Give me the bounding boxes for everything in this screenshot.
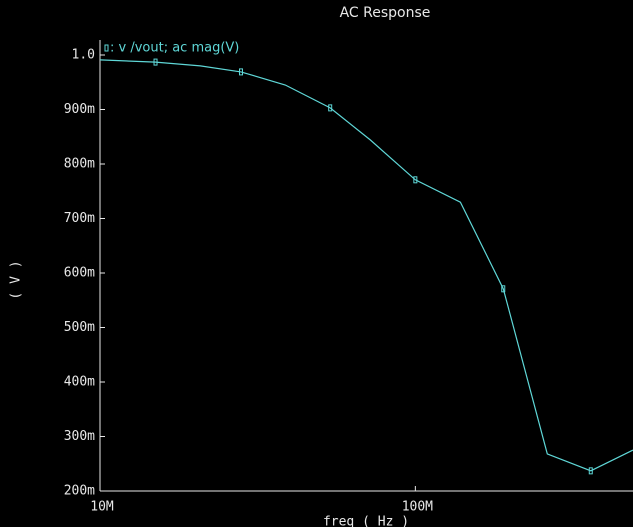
point-marker	[501, 285, 506, 293]
point-marker	[588, 467, 593, 475]
y-tick-label: 600m	[64, 266, 95, 281]
y-tick-label: 1.0	[72, 48, 95, 63]
y-tick-label: 900m	[64, 102, 95, 117]
x-axis-label: freq ( Hz )	[323, 515, 409, 527]
x-tick-label: 10M	[90, 500, 114, 515]
y-tick-label: 500m	[64, 320, 95, 335]
point-marker	[153, 58, 158, 66]
y-tick-label: 200m	[64, 484, 95, 499]
chart-title: AC Response	[340, 5, 431, 21]
y-tick-label: 800m	[64, 157, 95, 172]
series-line	[99, 59, 633, 472]
point-marker	[239, 68, 244, 76]
x-tick-label: 100M	[402, 500, 433, 515]
y-axis-label: ( V )	[9, 260, 24, 299]
y-tick-label: 300m	[64, 429, 95, 444]
point-marker	[328, 104, 333, 112]
legend-label: : v /vout; ac mag(V)	[110, 41, 239, 56]
y-tick-label: 400m	[64, 375, 95, 390]
point-marker	[413, 176, 418, 184]
legend-marker	[104, 44, 109, 52]
y-tick-label: 700m	[64, 211, 95, 226]
